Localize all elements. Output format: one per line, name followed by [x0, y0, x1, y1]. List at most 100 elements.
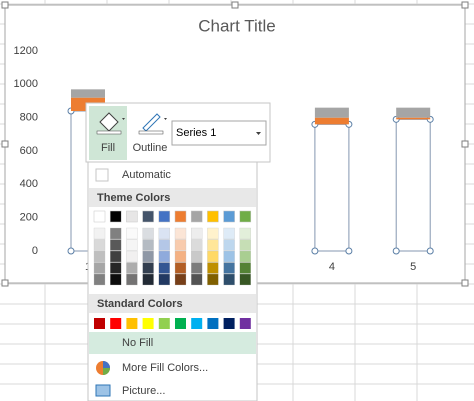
color-swatch[interactable]: [174, 210, 187, 223]
chart-handle: [1, 140, 9, 148]
shade-swatch[interactable]: [126, 250, 138, 263]
bar-segment: [314, 123, 350, 252]
shade-swatch[interactable]: [174, 273, 187, 286]
shade-swatch[interactable]: [239, 262, 251, 274]
theme-header: [89, 188, 256, 207]
shade-swatch[interactable]: [191, 273, 203, 286]
shade-swatch[interactable]: [110, 262, 122, 274]
chart-handle: [461, 279, 469, 287]
chart-title[interactable]: Chart Title: [198, 16, 275, 35]
shade-swatch[interactable]: [174, 250, 187, 263]
fill-label[interactable]: Fill: [101, 142, 115, 154]
standard-swatch[interactable]: [207, 318, 219, 329]
shade-swatch[interactable]: [207, 273, 219, 286]
shade-swatch[interactable]: [239, 273, 251, 286]
color-swatch[interactable]: [126, 210, 138, 223]
color-swatch[interactable]: [109, 210, 122, 223]
standard-swatch[interactable]: [158, 318, 170, 329]
shade-swatch[interactable]: [223, 227, 235, 240]
more-colors-icon-part: [103, 368, 110, 375]
shade-swatch[interactable]: [239, 227, 251, 240]
shade-swatch[interactable]: [142, 250, 154, 263]
shade-swatch[interactable]: [126, 227, 138, 240]
bar-segment: [314, 117, 349, 125]
outline-color-bar: [138, 130, 164, 135]
shade-swatch[interactable]: [191, 262, 203, 274]
shade-swatch[interactable]: [207, 250, 219, 263]
shade-swatch[interactable]: [174, 239, 187, 251]
shade-swatch[interactable]: [223, 250, 235, 263]
shade-swatch[interactable]: [191, 250, 203, 263]
shade-swatch[interactable]: [223, 273, 235, 286]
color-swatch[interactable]: [190, 210, 203, 223]
series-select[interactable]: [171, 120, 267, 146]
standard-colors-heading: Standard Colors: [97, 298, 183, 310]
shade-swatch[interactable]: [110, 227, 122, 240]
shade-swatch[interactable]: [93, 250, 106, 263]
shade-swatch[interactable]: [158, 273, 170, 286]
chart-handle: [461, 140, 469, 148]
shade-swatch[interactable]: [142, 227, 154, 240]
shade-swatch[interactable]: [223, 239, 235, 251]
shade-swatch[interactable]: [142, 273, 154, 286]
color-swatch[interactable]: [207, 210, 219, 223]
shade-swatch[interactable]: [158, 239, 170, 251]
shade-swatch[interactable]: [110, 273, 122, 286]
shade-swatch[interactable]: [158, 262, 170, 274]
shade-swatch[interactable]: [93, 239, 106, 251]
shade-swatch[interactable]: [158, 227, 170, 240]
shade-swatch[interactable]: [110, 239, 122, 251]
standard-swatch[interactable]: [126, 318, 138, 329]
standard-swatch[interactable]: [191, 318, 203, 329]
shade-swatch[interactable]: [239, 250, 251, 263]
shade-swatch[interactable]: [207, 262, 219, 274]
no-fill-option[interactable]: No Fill: [122, 337, 153, 349]
shade-swatch[interactable]: [207, 239, 219, 251]
shade-swatch[interactable]: [223, 262, 235, 274]
color-swatch[interactable]: [158, 210, 171, 223]
shade-swatch[interactable]: [207, 227, 219, 240]
series-select-text[interactable]: Series 1: [176, 127, 216, 139]
outline-caret[interactable]: [164, 118, 167, 120]
shade-swatch[interactable]: [239, 239, 251, 251]
selection-handle: [392, 247, 400, 255]
bar-segment: [314, 107, 349, 118]
shade-swatch[interactable]: [126, 239, 138, 251]
color-swatch[interactable]: [93, 210, 106, 223]
picture-option[interactable]: Picture...: [122, 385, 165, 397]
color-swatch[interactable]: [223, 210, 235, 223]
standard-swatch[interactable]: [94, 318, 105, 329]
color-swatch[interactable]: [142, 210, 154, 223]
selection-handle: [345, 247, 353, 255]
standard-swatch[interactable]: [223, 318, 235, 329]
shade-swatch[interactable]: [126, 262, 138, 274]
selection-handle: [426, 247, 434, 255]
shade-swatch[interactable]: [142, 239, 154, 251]
select-caret[interactable]: [256, 132, 261, 135]
standard-swatch[interactable]: [239, 318, 251, 329]
standard-swatch[interactable]: [110, 318, 122, 329]
shade-swatch[interactable]: [174, 227, 187, 240]
shade-swatch[interactable]: [174, 262, 187, 274]
fill-caret[interactable]: [122, 118, 125, 120]
shade-swatch[interactable]: [110, 250, 122, 263]
outline-label[interactable]: Outline: [133, 142, 168, 154]
automatic-swatch[interactable]: [95, 168, 109, 182]
standard-swatch[interactable]: [142, 318, 154, 329]
shade-swatch[interactable]: [126, 273, 138, 286]
shade-swatch[interactable]: [93, 273, 106, 286]
x-tick-label: 5: [410, 261, 416, 273]
color-swatch[interactable]: [239, 210, 252, 223]
shade-swatch[interactable]: [142, 262, 154, 274]
y-tick-label: 200: [20, 212, 38, 224]
standard-swatches: [94, 318, 251, 329]
shade-swatch[interactable]: [158, 250, 170, 263]
automatic-option[interactable]: Automatic: [122, 169, 171, 181]
x-tick-label: 4: [329, 261, 335, 273]
standard-swatch[interactable]: [175, 318, 186, 329]
shade-swatch[interactable]: [93, 227, 106, 240]
more-fill-colors-option[interactable]: More Fill Colors...: [122, 362, 208, 374]
shade-swatch[interactable]: [191, 227, 203, 240]
shade-swatch[interactable]: [191, 239, 203, 251]
shade-swatch[interactable]: [93, 262, 106, 274]
